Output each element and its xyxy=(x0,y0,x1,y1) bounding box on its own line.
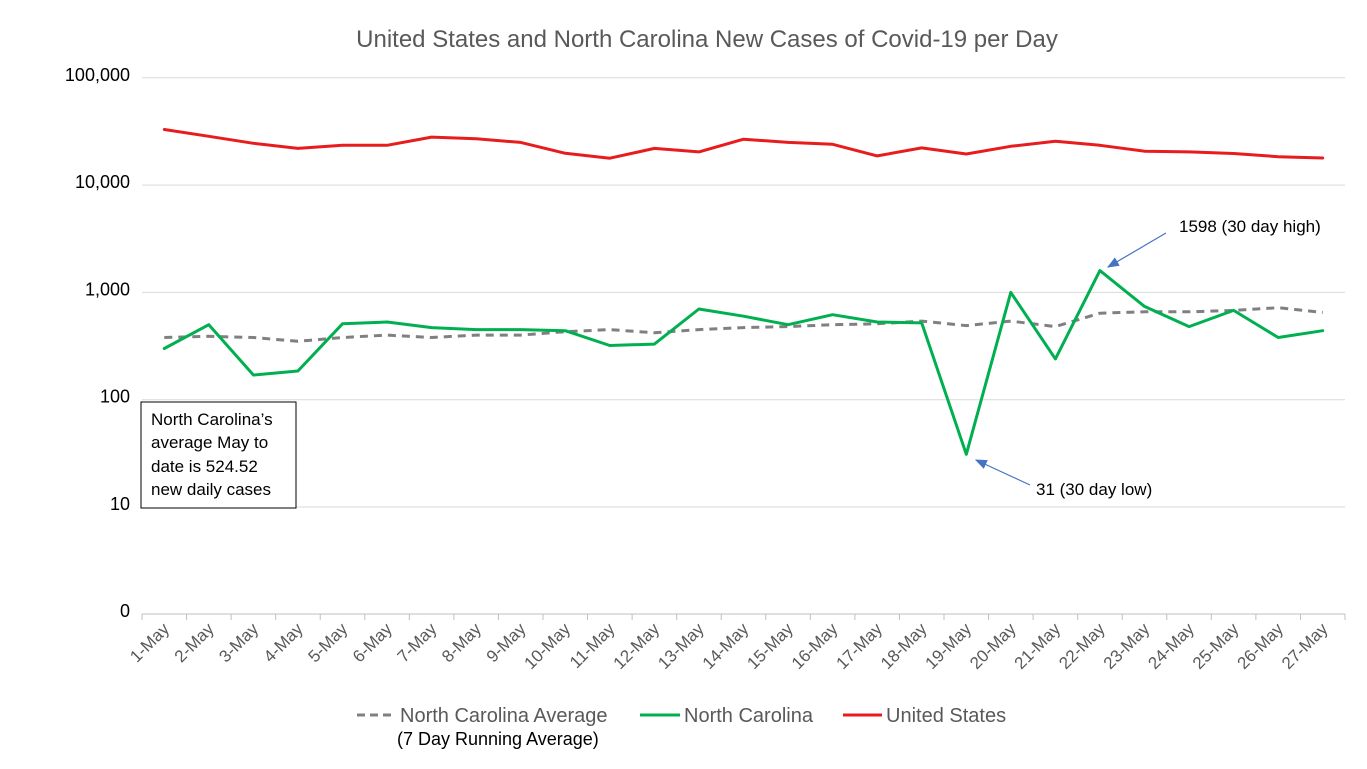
gridlines xyxy=(142,77,1345,615)
x-axis-ticks: 1-May2-May3-May4-May5-May6-May7-May8-May… xyxy=(126,614,1346,673)
average-note-box: North Carolina’s average May to date is … xyxy=(140,401,297,509)
legend-label-nc: North Carolina xyxy=(684,705,814,727)
y-axis-ticks: 0 10 100 1,000 10,000 100,000 xyxy=(65,65,130,621)
y-tick-label: 1,000 xyxy=(85,279,130,299)
x-tick-label: 24-May xyxy=(1144,619,1198,673)
average-note-line-3: date is 524.52 xyxy=(151,457,258,476)
annotation-low-arrow xyxy=(974,459,1031,486)
x-tick-label: 16-May xyxy=(788,619,842,673)
average-note-line-2: average May to xyxy=(151,433,268,452)
x-tick-label: 25-May xyxy=(1189,619,1243,673)
x-tick-label: 4-May xyxy=(260,619,307,666)
annotation-low-label: 31 (30 day low) xyxy=(1036,480,1152,499)
average-note-border xyxy=(140,401,297,509)
annotation-high-label: 1598 (30 day high) xyxy=(1179,217,1321,236)
y-tick-label: 10 xyxy=(110,494,130,514)
average-note-line-4: new daily cases xyxy=(151,480,271,499)
legend-sublabel-nc-average: (7 Day Running Average) xyxy=(397,729,599,749)
series-line-north-carolina-average xyxy=(164,306,1323,343)
x-tick-label: 26-May xyxy=(1233,619,1287,673)
x-tick-label: 12-May xyxy=(610,619,664,673)
y-tick-label: 100,000 xyxy=(65,65,130,85)
x-tick-label: 6-May xyxy=(349,619,396,666)
x-tick-label: 14-May xyxy=(699,619,753,673)
x-tick-label: 3-May xyxy=(215,619,262,666)
x-tick-label: 7-May xyxy=(394,619,441,666)
x-tick-label: 10-May xyxy=(521,619,575,673)
x-tick-label: 27-May xyxy=(1278,619,1332,673)
average-note-line-1: North Carolina’s xyxy=(151,410,273,429)
series-line-united-states xyxy=(162,128,1325,160)
x-tick-label: 17-May xyxy=(832,619,886,673)
x-tick-label: 20-May xyxy=(966,619,1020,673)
x-tick-label: 21-May xyxy=(1011,619,1065,673)
x-tick-label: 15-May xyxy=(743,619,797,673)
annotation-low: 31 (30 day low) xyxy=(974,459,1152,499)
x-tick-label: 5-May xyxy=(304,619,351,666)
annotation-high-arrow xyxy=(1106,232,1167,268)
x-tick-label: 1-May xyxy=(126,619,173,666)
series-lines xyxy=(162,128,1325,456)
x-tick-label: 23-May xyxy=(1100,619,1154,673)
x-tick-label: 22-May xyxy=(1055,619,1109,673)
x-tick-label: 19-May xyxy=(922,619,976,673)
x-tick-label: 18-May xyxy=(877,619,931,673)
y-tick-label: 100 xyxy=(100,387,130,407)
series-line-north-carolina xyxy=(162,269,1325,456)
annotation-high: 1598 (30 day high) xyxy=(1106,217,1321,268)
legend-label-nc-average: North Carolina Average xyxy=(400,705,608,727)
legend-label-us: United States xyxy=(886,705,1006,727)
x-tick-label: 11-May xyxy=(566,619,619,672)
legend: North Carolina Average (7 Day Running Av… xyxy=(357,705,1006,749)
x-tick-label: 8-May xyxy=(438,619,485,666)
y-tick-label: 10,000 xyxy=(75,172,130,192)
x-tick-label: 13-May xyxy=(654,619,708,673)
chart-title: United States and North Carolina New Cas… xyxy=(356,26,1058,53)
y-tick-label: 0 xyxy=(120,601,130,621)
x-tick-label: 2-May xyxy=(171,619,218,666)
